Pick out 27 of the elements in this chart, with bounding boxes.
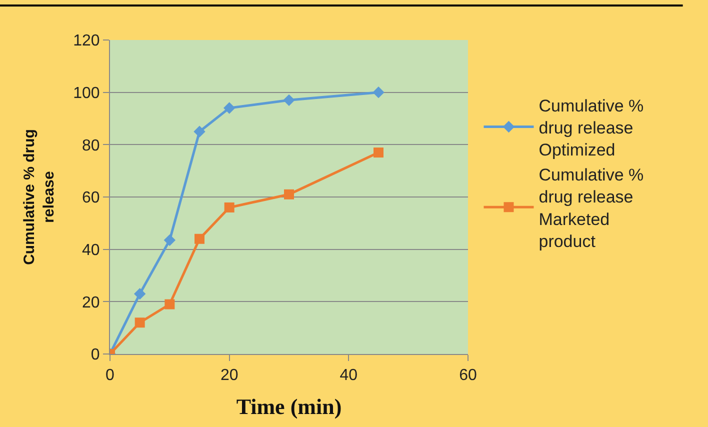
point bbox=[194, 234, 204, 244]
y-tick-label: 20 bbox=[82, 294, 100, 312]
point bbox=[284, 189, 294, 200]
point bbox=[223, 102, 236, 114]
y-tick-label: 120 bbox=[73, 32, 100, 50]
x-axis-title: Time (min) bbox=[236, 394, 342, 420]
point bbox=[134, 318, 145, 328]
x-tick-label: 0 bbox=[106, 367, 115, 384]
y-tick-label: 100 bbox=[73, 84, 100, 102]
legend-label: Cumulative % drug release Marketed product bbox=[538, 166, 644, 251]
legend-label: Cumulative % drug release Optimized bbox=[538, 96, 644, 160]
y-tick-label: 0 bbox=[90, 346, 100, 364]
point bbox=[134, 288, 146, 300]
y-axis-title: Cumulative % drug release bbox=[20, 129, 58, 265]
y-tick-label: 80 bbox=[82, 137, 100, 154]
point bbox=[194, 126, 206, 138]
x-tick-label: 60 bbox=[459, 367, 477, 384]
x-tick-label: 40 bbox=[340, 367, 358, 384]
y-tick-label: 40 bbox=[82, 242, 100, 259]
point bbox=[283, 94, 295, 106]
point bbox=[164, 234, 176, 246]
point bbox=[374, 148, 384, 158]
point bbox=[372, 86, 384, 98]
point bbox=[224, 202, 234, 212]
point bbox=[164, 299, 175, 310]
y-tick-label: 60 bbox=[82, 190, 100, 207]
x-tick-label: 20 bbox=[220, 367, 238, 384]
